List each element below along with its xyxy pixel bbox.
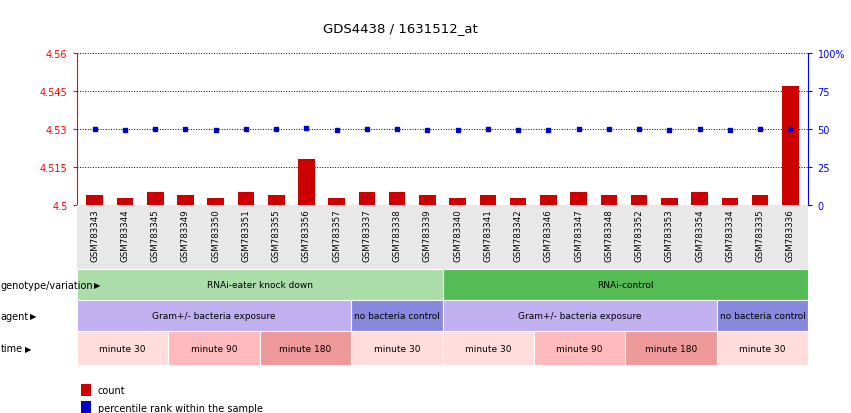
Text: GSM783339: GSM783339 [423,209,432,261]
Text: GSM783347: GSM783347 [574,209,583,261]
Bar [601,195,617,206]
Text: minute 180: minute 180 [645,344,697,353]
Text: GSM783338: GSM783338 [392,209,402,261]
Bar [510,198,527,206]
Text: GSM783345: GSM783345 [151,209,160,261]
Bar [631,195,648,206]
Text: GSM783336: GSM783336 [785,209,795,261]
Text: GSM783341: GSM783341 [483,209,493,261]
Text: Gram+/- bacteria exposure: Gram+/- bacteria exposure [152,312,276,320]
Text: minute 180: minute 180 [279,344,331,353]
Text: GDS4438 / 1631512_at: GDS4438 / 1631512_at [323,22,477,35]
Text: ▶: ▶ [30,312,37,320]
Text: Gram+/- bacteria exposure: Gram+/- bacteria exposure [518,312,642,320]
Bar [419,195,436,206]
Text: minute 30: minute 30 [465,344,511,353]
Text: count: count [98,385,125,395]
Text: GSM783343: GSM783343 [90,209,100,261]
Bar [358,193,375,206]
Bar [449,198,466,206]
Text: GSM783351: GSM783351 [242,209,250,261]
Bar [177,195,194,206]
Text: RNAi-eater knock down: RNAi-eater knock down [207,281,312,290]
Text: GSM783334: GSM783334 [725,209,734,261]
Bar [389,193,405,206]
Text: GSM783350: GSM783350 [211,209,220,261]
Text: minute 30: minute 30 [740,344,786,353]
Bar [570,193,587,206]
Text: GSM783348: GSM783348 [604,209,614,261]
Text: percentile rank within the sample: percentile rank within the sample [98,403,263,413]
Text: GSM783346: GSM783346 [544,209,553,261]
Text: ▶: ▶ [25,344,31,353]
Text: ▶: ▶ [94,281,100,290]
Bar [691,193,708,206]
Text: GSM783335: GSM783335 [756,209,764,261]
Text: GSM783344: GSM783344 [121,209,129,261]
Bar [117,198,134,206]
Text: minute 90: minute 90 [557,344,603,353]
Text: RNAi-control: RNAi-control [597,281,654,290]
Bar [480,195,496,206]
Text: time: time [1,344,23,354]
Bar [268,195,284,206]
Text: agent: agent [1,311,29,321]
Text: GSM783352: GSM783352 [635,209,643,261]
Text: minute 90: minute 90 [191,344,237,353]
Text: minute 30: minute 30 [99,344,146,353]
Text: GSM783342: GSM783342 [514,209,523,261]
Text: GSM783337: GSM783337 [363,209,371,261]
Bar [328,198,345,206]
Bar [147,193,163,206]
Bar [751,195,768,206]
Text: GSM783354: GSM783354 [695,209,704,261]
Bar [87,195,103,206]
Text: GSM783355: GSM783355 [271,209,281,261]
Text: genotype/variation: genotype/variation [1,280,94,290]
Text: GSM783349: GSM783349 [181,209,190,261]
Text: GSM783356: GSM783356 [302,209,311,261]
Text: GSM783357: GSM783357 [332,209,341,261]
Bar [208,198,224,206]
Text: GSM783353: GSM783353 [665,209,674,261]
Bar [298,160,315,206]
Bar [722,198,738,206]
Text: minute 30: minute 30 [374,344,420,353]
Text: no bacteria control: no bacteria control [720,312,806,320]
Bar [237,193,254,206]
Text: GSM783340: GSM783340 [453,209,462,261]
Text: no bacteria control: no bacteria control [354,312,440,320]
Bar [661,198,677,206]
Bar [540,195,557,206]
Bar [782,87,798,206]
